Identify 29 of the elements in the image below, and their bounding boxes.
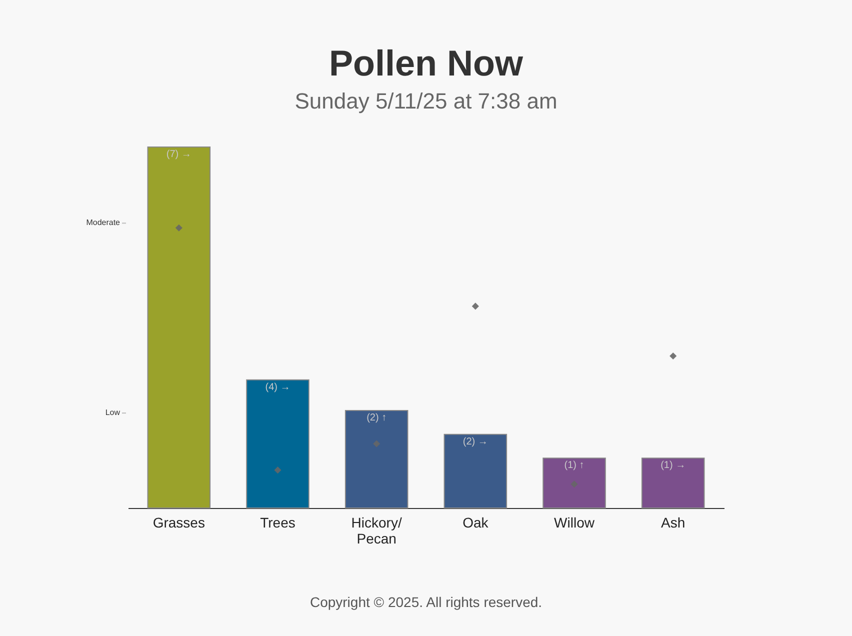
x-tick-label: Ash — [661, 514, 686, 530]
bar — [542, 458, 606, 508]
annotation: (2) ↑ — [366, 412, 387, 424]
bar — [641, 458, 705, 508]
x-tick-label: Hickory/ Pecan — [351, 514, 402, 546]
x-tick-label: Oak — [462, 514, 490, 530]
bar — [444, 434, 508, 508]
point — [175, 224, 182, 232]
chart-title: Pollen Now — [328, 42, 524, 84]
ref-line-label: Moderate — [86, 218, 121, 228]
text: Copyright © 2025. All rights reserved. — [310, 594, 542, 610]
bar — [246, 379, 310, 508]
chart-subtitle: Sunday 5/11/25 at 7:38 am — [294, 88, 558, 114]
point — [472, 302, 479, 310]
x-tick-label: Trees — [260, 514, 296, 530]
point — [274, 466, 282, 474]
annotation: (4) → — [265, 382, 290, 393]
x-tick-label: Grasses — [152, 514, 205, 530]
annotation: (1) → — [660, 460, 686, 472]
bar — [147, 146, 211, 508]
ref-line-label: Low — [105, 408, 120, 418]
point — [570, 480, 578, 488]
annotation: (2) → — [462, 436, 488, 448]
point — [373, 440, 380, 448]
x-tick-label: Willow — [554, 514, 596, 530]
point — [670, 352, 677, 360]
annotation: (7) → — [166, 149, 192, 160]
annotation: (1) ↑ — [564, 460, 584, 472]
bar — [344, 410, 408, 508]
